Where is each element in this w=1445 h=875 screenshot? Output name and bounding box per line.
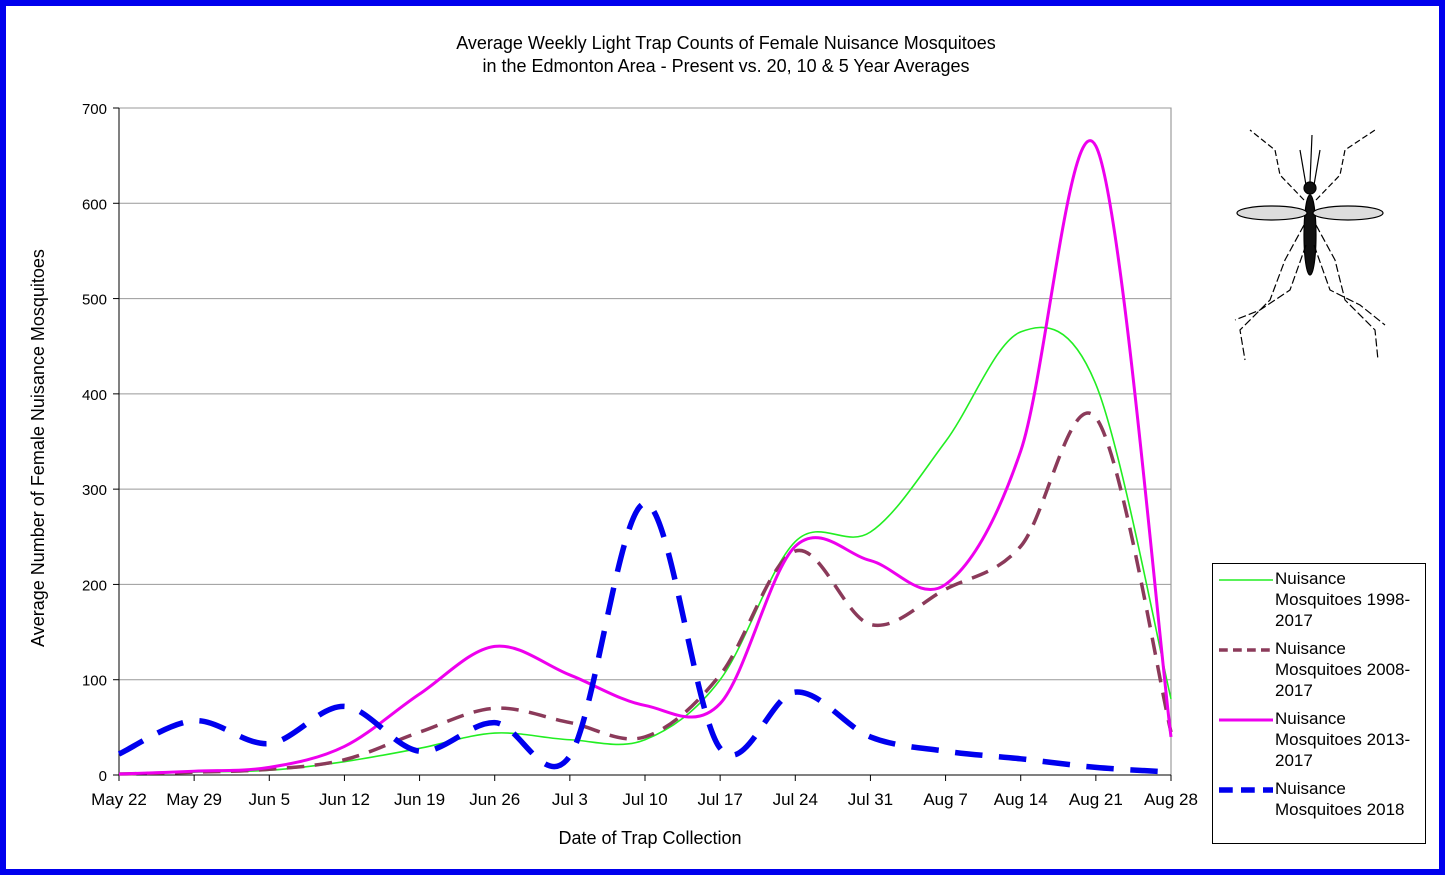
x-tick-label: Jun 5 [248, 790, 290, 809]
mosquito-illustration [1235, 130, 1385, 360]
y-tick-label: 700 [82, 101, 107, 118]
y-tick-label: 0 [99, 768, 107, 785]
x-tick-label: Jul 31 [848, 790, 893, 809]
chart-title: Average Weekly Light Trap Counts of Fema… [456, 33, 996, 53]
plot-area [119, 108, 1171, 775]
y-tick-label: 400 [82, 387, 107, 404]
y-tick-label: 100 [82, 673, 107, 690]
legend-swatch [1217, 784, 1273, 796]
legend-label: Nuisance Mosquitoes 2008-2017 [1275, 638, 1425, 701]
y-tick-label: 300 [82, 482, 107, 499]
x-tick-label: Jul 10 [622, 790, 667, 809]
legend-item: Nuisance Mosquitoes 2008-2017 [1213, 634, 1425, 704]
y-tick-label: 600 [82, 196, 107, 213]
y-axis-label: Average Number of Female Nuisance Mosqui… [28, 249, 48, 647]
x-tick-label: Jun 26 [469, 790, 520, 809]
legend-item: Nuisance Mosquitoes 2018 [1213, 774, 1425, 844]
x-tick-label: Jul 24 [773, 790, 818, 809]
y-tick-label: 500 [82, 292, 107, 309]
legend-swatch [1217, 644, 1273, 656]
legend-label: Nuisance Mosquitoes 2018 [1275, 778, 1425, 820]
legend-item: Nuisance Mosquitoes 2013-2017 [1213, 704, 1425, 774]
x-tick-label: Aug 14 [994, 790, 1048, 809]
x-tick-label: Jul 17 [697, 790, 742, 809]
legend-swatch [1217, 574, 1273, 586]
x-tick-label: Aug 7 [923, 790, 967, 809]
x-tick-label: Jul 3 [552, 790, 588, 809]
chart-subtitle: in the Edmonton Area - Present vs. 20, 1… [483, 56, 970, 76]
x-tick-label: Jun 12 [319, 790, 370, 809]
legend: Nuisance Mosquitoes 1998-2017 Nuisance Mo… [1212, 563, 1426, 844]
legend-swatch [1217, 714, 1273, 726]
legend-label: Nuisance Mosquitoes 2013-2017 [1275, 708, 1425, 771]
x-tick-label: May 22 [91, 790, 147, 809]
x-tick-label: Aug 28 [1144, 790, 1198, 809]
legend-label: Nuisance Mosquitoes 1998-2017 [1275, 568, 1425, 631]
x-tick-label: May 29 [166, 790, 222, 809]
x-axis-label: Date of Trap Collection [558, 828, 741, 848]
x-tick-label: Aug 21 [1069, 790, 1123, 809]
legend-item: Nuisance Mosquitoes 1998-2017 [1213, 564, 1425, 634]
y-tick-label: 200 [82, 577, 107, 594]
x-tick-label: Jun 19 [394, 790, 445, 809]
